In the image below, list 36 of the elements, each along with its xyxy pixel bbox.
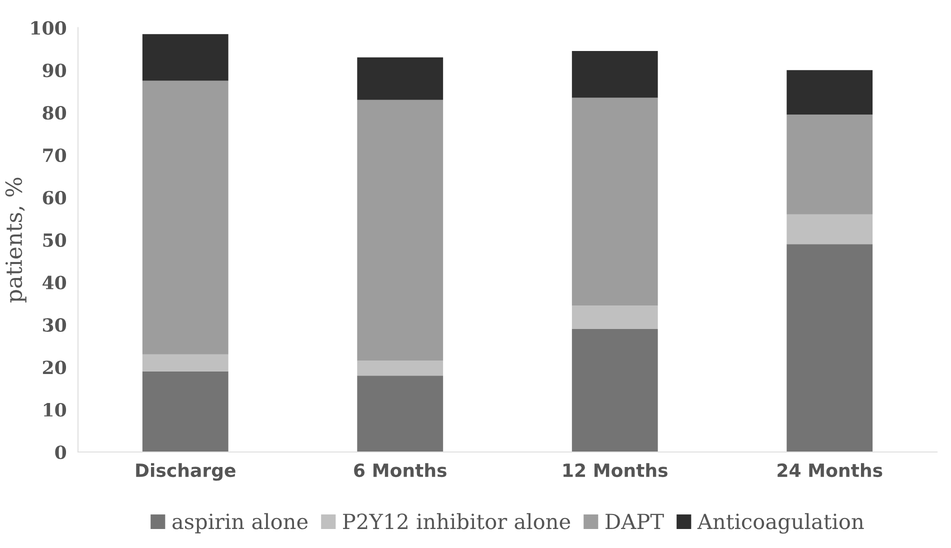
x-tick-label: 12 Months [563, 463, 668, 478]
y-tick-label: 90 [42, 64, 66, 78]
bar [142, 371, 228, 452]
x-tick-label: 6 Months [354, 463, 446, 478]
y-axis-title: patients, % [5, 178, 26, 302]
bar [142, 80, 228, 354]
y-tick-label: 80 [42, 106, 66, 120]
bar [357, 57, 444, 100]
x-tick-label: 24 Months [778, 463, 882, 478]
bar [357, 376, 444, 452]
bar [357, 360, 444, 376]
y-tick-label: 0 [55, 445, 66, 460]
legend-label: DAPT [606, 514, 664, 530]
bar [786, 244, 873, 452]
y-tick-label: 60 [42, 190, 66, 205]
bar [572, 98, 658, 306]
legend-label: aspirin alone [172, 513, 308, 534]
bar [572, 51, 658, 98]
y-tick-label: 20 [42, 360, 66, 374]
bar [357, 100, 444, 361]
bar [786, 114, 873, 214]
y-tick-label: 30 [43, 318, 66, 332]
y-tick-label: 40 [42, 276, 66, 290]
bar [572, 306, 658, 329]
legend-label: Anticoagulation [697, 513, 864, 534]
bar [786, 70, 873, 115]
y-tick-label: 100 [31, 21, 66, 35]
bar [142, 354, 228, 372]
bar [572, 328, 658, 452]
y-tick-label: 70 [43, 148, 66, 162]
x-tick-label: Discharge [136, 463, 236, 481]
bar [142, 34, 228, 81]
y-tick-label: 50 [43, 233, 66, 247]
legend-label: P2Y12 inhibitor alone [343, 513, 570, 530]
y-tick-label: 10 [44, 403, 66, 417]
bar [786, 214, 873, 244]
